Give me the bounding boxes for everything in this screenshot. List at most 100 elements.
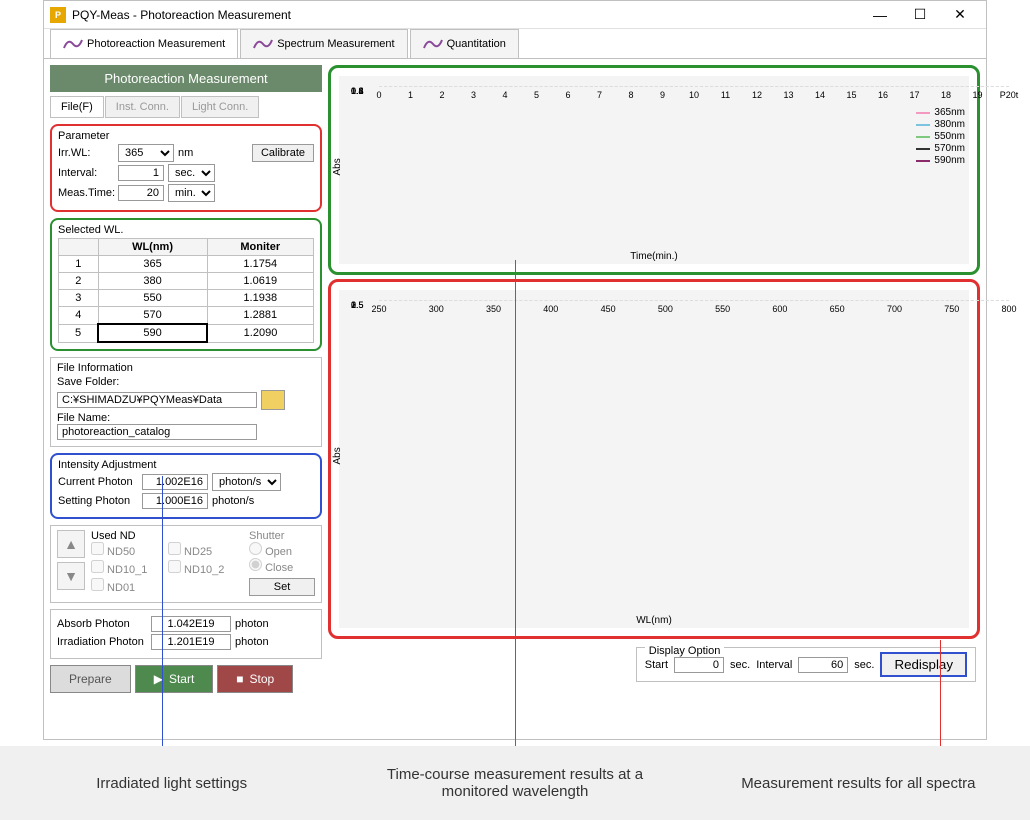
chart-bottom-ylabel: Abs [332, 447, 343, 464]
nd-nd50[interactable]: ND50 [91, 542, 166, 558]
file-name-input[interactable] [57, 424, 257, 440]
irrad-value [151, 634, 231, 650]
chart-top-xlabel: Time(min.) [630, 251, 677, 262]
titlebar: P PQY-Meas - Photoreaction Measurement —… [44, 1, 986, 29]
stop-button[interactable]: ■ Stop [217, 665, 293, 693]
time-course-chart: Abs 00.20.40.60.811.21.40123456789101112… [328, 65, 980, 275]
legend-item: 570nm [916, 143, 965, 154]
tab-spectrum-measurement[interactable]: Spectrum Measurement [240, 29, 407, 58]
close-button[interactable]: ✕ [940, 1, 980, 29]
nd-group: ▲ ▼ Used ND ND50 ND25 ND10_1 ND10_2 ND01… [50, 525, 322, 603]
callouts: Irradiated light settings Time-course me… [0, 746, 1030, 820]
col-moniter: Moniter [207, 239, 314, 256]
tab-photoreaction-measurement[interactable]: Photoreaction Measurement [50, 29, 238, 58]
legend-item: 365nm [916, 107, 965, 118]
run-buttons: Prepare ▶ Start ■ Stop [50, 665, 322, 693]
nd-up-button[interactable]: ▲ [57, 530, 85, 558]
wl-row[interactable]: 45701.2881 [59, 307, 314, 325]
calibrate-button[interactable]: Calibrate [252, 144, 314, 162]
nd-nd10_1[interactable]: ND10_1 [91, 560, 166, 576]
mini-tab-file-f-[interactable]: File(F) [50, 96, 104, 118]
wl-row[interactable]: 13651.1754 [59, 256, 314, 273]
app-icon: P [50, 7, 66, 23]
irrad-label: Irradiation Photon [57, 636, 147, 648]
shutter-label: Shutter [249, 530, 315, 542]
setting-photon-unit: photon/s [212, 495, 254, 507]
left-panel: Photoreaction Measurement File(F)Inst. C… [50, 65, 322, 695]
right-panel: Abs 00.20.40.60.811.21.40123456789101112… [328, 65, 980, 695]
mini-tab-light-conn-: Light Conn. [181, 96, 259, 118]
maximize-button[interactable]: ☐ [900, 1, 940, 29]
wl-row[interactable]: 55901.2090 [59, 324, 314, 342]
parameter-group: Parameter Irr.WL: 365 nm Calibrate Inter… [50, 124, 322, 212]
meastime-row: Meas.Time: min. [58, 184, 314, 202]
save-folder-label: Save Folder: [57, 376, 315, 388]
wl-row[interactable]: 35501.1938 [59, 290, 314, 307]
interval-input[interactable] [118, 165, 164, 181]
file-info-group: File Information Save Folder: File Name: [50, 357, 322, 447]
do-start-input[interactable] [674, 657, 724, 673]
legend-item: 380nm [916, 119, 965, 130]
current-photon-label: Current Photon [58, 476, 138, 488]
nd-nd10_2[interactable]: ND10_2 [168, 560, 243, 576]
irr-wl-label: Irr.WL: [58, 147, 114, 159]
nd-nd01[interactable]: ND01 [91, 578, 166, 594]
callout-mid: Time-course measurement results at a mon… [343, 746, 686, 820]
current-photon-unit[interactable]: photon/s [212, 473, 281, 491]
absorb-unit: photon [235, 618, 269, 630]
do-start-unit: sec. [730, 659, 750, 671]
spectra-chart: Abs 00.511.522.5325030035040045050055060… [328, 279, 980, 639]
setting-photon-input[interactable] [142, 493, 208, 509]
interval-row: Interval: sec. [58, 164, 314, 182]
intensity-group: Intensity Adjustment Current Photon phot… [50, 453, 322, 519]
meastime-unit-select[interactable]: min. [168, 184, 215, 202]
absorb-value [151, 616, 231, 632]
irr-wl-row: Irr.WL: 365 nm Calibrate [58, 144, 314, 162]
chart-top-ylabel: Abs [332, 158, 343, 175]
mini-tab-inst-conn-: Inst. Conn. [105, 96, 180, 118]
file-name-label: File Name: [57, 412, 315, 424]
intensity-title: Intensity Adjustment [58, 459, 314, 471]
irr-wl-select[interactable]: 365 [118, 144, 174, 162]
chart-bottom-xlabel: WL(nm) [636, 615, 672, 626]
nd-nd25[interactable]: ND25 [168, 542, 243, 558]
photon-readout-group: Absorb Photon photon Irradiation Photon … [50, 609, 322, 659]
meastime-input[interactable] [118, 185, 164, 201]
redisplay-button[interactable]: Redisplay [880, 652, 967, 677]
callout-left: Irradiated light settings [0, 746, 343, 820]
callout-line-left [162, 476, 163, 746]
display-option-bar: Display Option Start sec. Interval sec. … [328, 643, 980, 686]
shutter-open[interactable]: Open [249, 546, 292, 558]
do-interval-unit: sec. [854, 659, 874, 671]
nd-down-button[interactable]: ▼ [57, 562, 85, 590]
do-interval-input[interactable] [798, 657, 848, 673]
irr-wl-unit: nm [178, 147, 193, 159]
section-header: Photoreaction Measurement [50, 65, 322, 92]
interval-unit-select[interactable]: sec. [168, 164, 215, 182]
chart-top-legend: 365nm380nm550nm570nm590nm [916, 106, 965, 167]
callout-line-right [940, 640, 941, 746]
save-folder-input[interactable] [57, 392, 257, 408]
interval-label: Interval: [58, 167, 114, 179]
file-tabs: File(F)Inst. Conn.Light Conn. [50, 96, 322, 118]
display-option-title: Display Option [645, 645, 725, 657]
wl-row[interactable]: 23801.0619 [59, 273, 314, 290]
set-button[interactable]: Set [249, 578, 315, 596]
parameter-title: Parameter [58, 130, 314, 142]
absorb-label: Absorb Photon [57, 618, 147, 630]
browse-folder-button[interactable] [261, 390, 285, 410]
setting-photon-label: Setting Photon [58, 495, 138, 507]
shutter-close[interactable]: Close [249, 562, 293, 574]
tab-quantitation[interactable]: Quantitation [410, 29, 519, 58]
do-interval-label: Interval [756, 659, 792, 671]
col-wl: WL(nm) [98, 239, 207, 256]
wl-table: WL(nm)Moniter 13651.175423801.061935501.… [58, 238, 314, 343]
do-start-label: Start [645, 659, 668, 671]
used-nd-label: Used ND [91, 530, 243, 542]
current-photon-input[interactable] [142, 474, 208, 490]
irrad-unit: photon [235, 636, 269, 648]
start-button[interactable]: ▶ Start [135, 665, 214, 693]
minimize-button[interactable]: — [860, 1, 900, 29]
display-option-group: Display Option Start sec. Interval sec. … [636, 647, 976, 682]
prepare-button[interactable]: Prepare [50, 665, 131, 693]
